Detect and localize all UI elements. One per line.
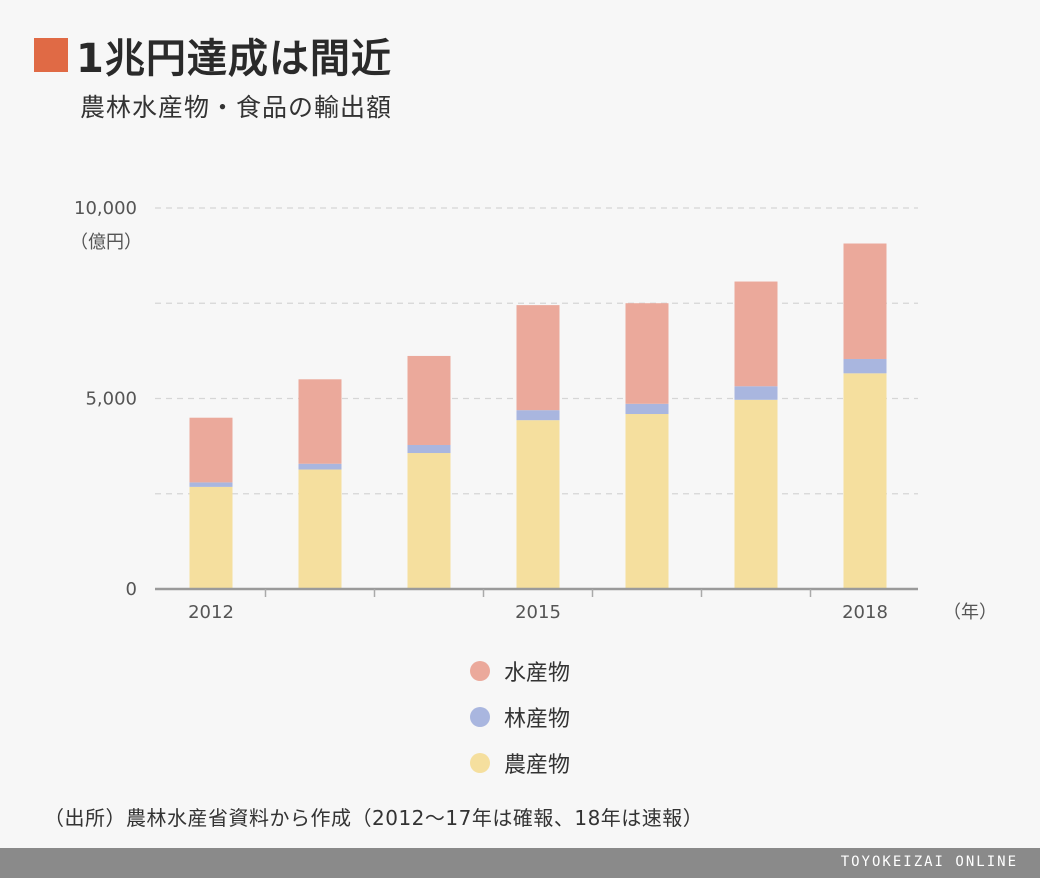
brand-label: TOYOKEIZAI ONLINE: [840, 854, 1018, 870]
bar-segment-agri: [407, 453, 451, 589]
bar-segment-agri: [516, 420, 560, 589]
y-axis-unit-label: （億円）: [70, 232, 142, 253]
bar-chart: 0 5,000 10,000 （億円） 2012 2015 2018 （年）: [70, 198, 997, 623]
x-tick-label: 2015: [515, 602, 561, 623]
bar-segment-fishery: [625, 303, 669, 404]
bar-segment-forestry: [734, 386, 778, 400]
chart-subtitle: 農林水産物・食品の輸出額: [80, 93, 393, 122]
bar-segment-fishery: [734, 281, 778, 387]
x-tick-label: 2012: [188, 602, 234, 623]
chart-title: 1兆円達成は間近: [76, 36, 392, 82]
bar-segment-forestry: [298, 463, 342, 470]
bar-segment-forestry: [516, 410, 560, 421]
legend-label-fishery: 水産物: [504, 661, 571, 686]
bar-segment-fishery: [189, 417, 233, 483]
footer-bar: TOYOKEIZAI ONLINE: [0, 848, 1040, 878]
bar-segment-forestry: [407, 444, 451, 454]
bar-segment-fishery: [516, 305, 560, 411]
y-tick-label: 0: [126, 579, 137, 600]
bar-segment-agri: [625, 414, 669, 589]
legend: 水産物 林産物 農産物: [470, 648, 570, 786]
bar-segment-forestry: [625, 403, 669, 415]
bar-segment-agri: [843, 373, 887, 589]
x-axis-unit-label: （年）: [943, 602, 997, 623]
source-note: （出所）農林水産省資料から作成（2012～17年は確報、18年は速報）: [44, 806, 704, 830]
legend-label-forestry: 林産物: [504, 707, 571, 732]
y-tick-label: 10,000: [74, 198, 137, 219]
bar-segment-fishery: [407, 355, 451, 445]
x-tick-label: 2018: [842, 602, 888, 623]
y-tick-label: 5,000: [85, 389, 137, 410]
bar-segment-agri: [189, 486, 233, 589]
legend-swatch-agri: [470, 753, 490, 773]
bar-segment-forestry: [189, 482, 233, 487]
legend-label-agri: 農産物: [504, 753, 571, 778]
legend-item-fishery: 水産物: [470, 648, 570, 694]
legend-item-forestry: 林産物: [470, 694, 570, 740]
legend-swatch-fishery: [470, 661, 490, 681]
legend-swatch-forestry: [470, 707, 490, 727]
bar-segment-agri: [298, 469, 342, 589]
bar-segment-fishery: [298, 379, 342, 464]
bar-segment-agri: [734, 399, 778, 589]
title-block: 1兆円達成は間近: [34, 26, 392, 84]
title-accent-square: [34, 38, 68, 72]
legend-item-agri: 農産物: [470, 740, 570, 786]
bar-segment-forestry: [843, 358, 887, 374]
bar-segment-fishery: [843, 243, 887, 359]
